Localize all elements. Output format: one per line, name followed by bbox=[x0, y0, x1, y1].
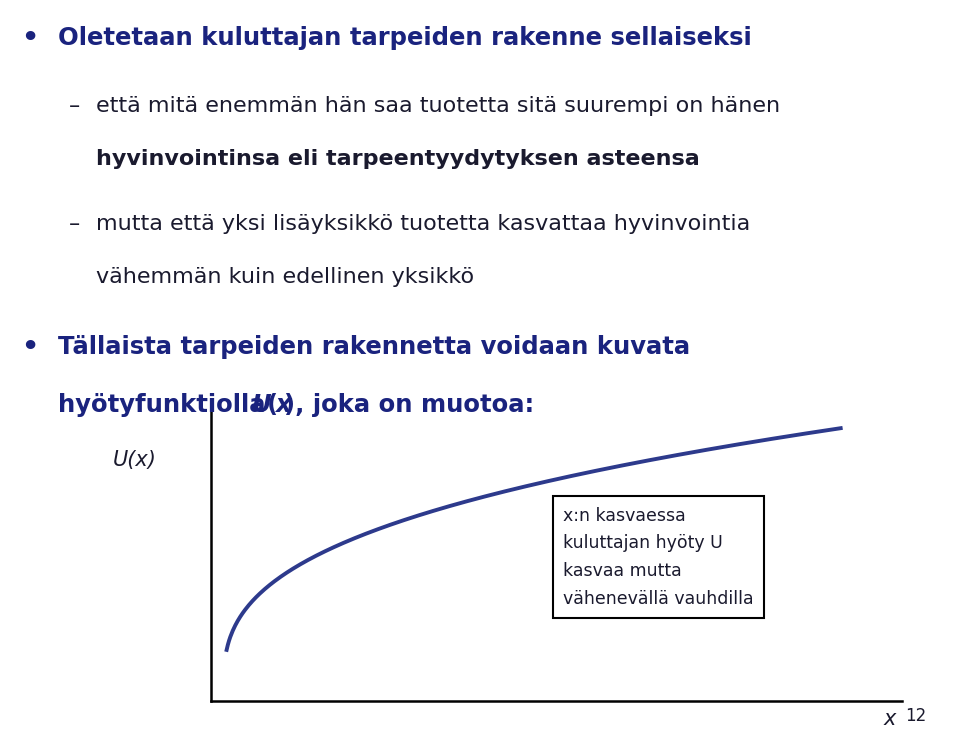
Text: Oletetaan kuluttajan tarpeiden rakenne sellaiseksi: Oletetaan kuluttajan tarpeiden rakenne s… bbox=[58, 26, 752, 50]
Text: U: U bbox=[252, 393, 272, 417]
Text: hyvinvointinsa eli tarpeentyydytyksen asteensa: hyvinvointinsa eli tarpeentyydytyksen as… bbox=[96, 149, 700, 169]
Text: (: ( bbox=[267, 393, 278, 417]
Text: hyötyfunktiolla: hyötyfunktiolla bbox=[58, 393, 274, 417]
Text: •: • bbox=[21, 26, 38, 52]
Text: 12: 12 bbox=[905, 707, 926, 725]
Text: että mitä enemmän hän saa tuotetta sitä suurempi on hänen: että mitä enemmän hän saa tuotetta sitä … bbox=[96, 96, 780, 116]
Text: x: x bbox=[276, 393, 291, 417]
Text: x:n kasvaessa
kuluttajan hyöty U
kasvaa mutta
vähenevällä vauhdilla: x:n kasvaessa kuluttajan hyöty U kasvaa … bbox=[563, 506, 754, 608]
Text: mutta että yksi lisäyksikkö tuotetta kasvattaa hyvinvointia: mutta että yksi lisäyksikkö tuotetta kas… bbox=[96, 214, 751, 234]
Text: U(x): U(x) bbox=[112, 449, 156, 469]
Text: •: • bbox=[21, 335, 38, 361]
Text: –: – bbox=[69, 96, 81, 116]
Text: –: – bbox=[69, 214, 81, 234]
Text: ), joka on muotoa:: ), joka on muotoa: bbox=[284, 393, 535, 417]
Text: x: x bbox=[884, 709, 897, 729]
Text: Tällaista tarpeiden rakennetta voidaan kuvata: Tällaista tarpeiden rakennetta voidaan k… bbox=[58, 335, 689, 359]
Text: vähemmän kuin edellinen yksikkö: vähemmän kuin edellinen yksikkö bbox=[96, 267, 474, 287]
